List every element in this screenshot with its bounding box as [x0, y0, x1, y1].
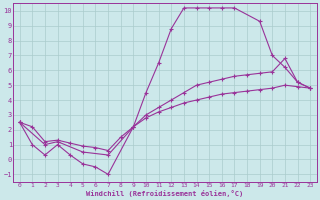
X-axis label: Windchill (Refroidissement éolien,°C): Windchill (Refroidissement éolien,°C): [86, 190, 244, 197]
